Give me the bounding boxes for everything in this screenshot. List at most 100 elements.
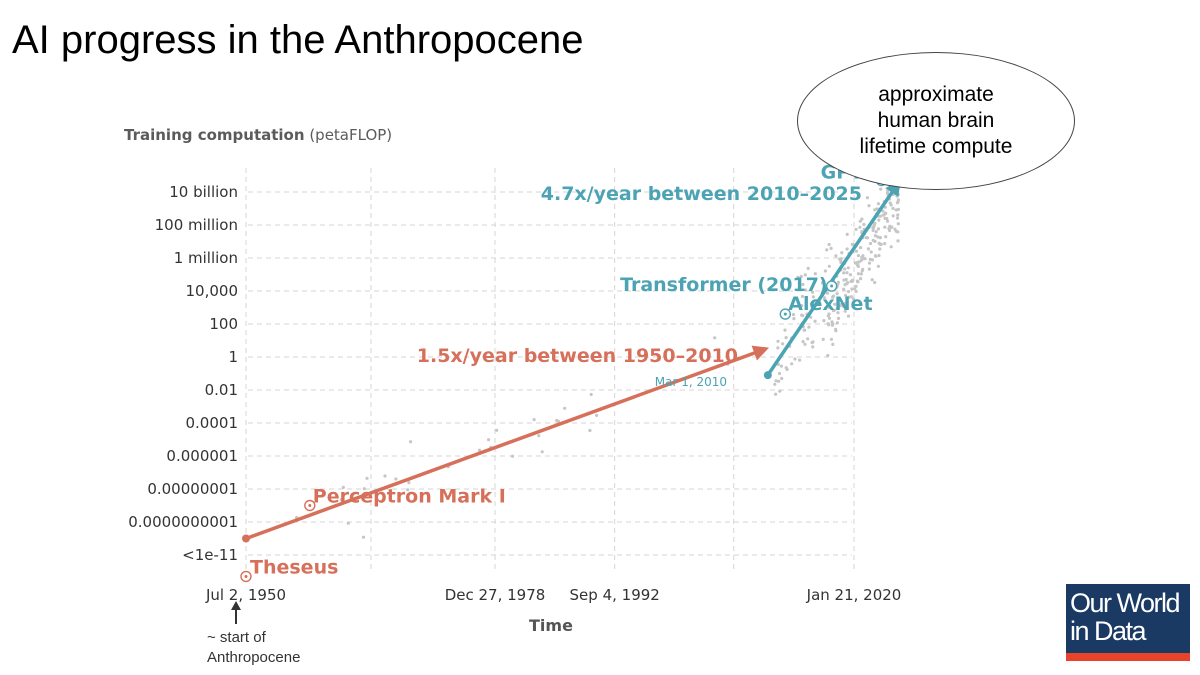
scatter-point <box>777 379 781 383</box>
scatter-point <box>890 225 894 229</box>
scatter-point <box>876 264 881 268</box>
scatter-point <box>834 254 838 258</box>
scatter-point <box>854 249 859 253</box>
scatter-point <box>873 208 877 212</box>
scatter-point <box>811 295 816 299</box>
scatter-point <box>346 521 350 525</box>
scatter-point <box>827 316 832 320</box>
y-tick-label: 0.01 <box>205 381 238 399</box>
scatter-point <box>361 535 366 539</box>
scatter-point <box>813 319 817 323</box>
scatter-point <box>895 216 900 220</box>
y-axis-label-unit: (petaFLOP) <box>309 126 393 144</box>
scatter-point <box>843 309 847 313</box>
scatter-point <box>776 339 780 343</box>
scatter-point <box>866 247 871 251</box>
model-label: AlexNet <box>788 293 872 315</box>
scatter-point <box>810 341 814 345</box>
owid-logo-line-1: Our World <box>1070 588 1181 618</box>
scatter-point <box>874 230 878 234</box>
scatter-point <box>827 264 831 268</box>
scatter-point <box>868 257 872 261</box>
scatter-point <box>791 313 796 317</box>
scatter-point <box>868 241 873 246</box>
scatter-point <box>851 297 856 301</box>
y-tick-label: 100 <box>209 315 238 333</box>
scatter-point <box>777 371 782 376</box>
owid-logo-line-2: in Data <box>1070 616 1147 646</box>
scatter-point <box>873 254 878 258</box>
scatter-point <box>896 222 900 226</box>
scatter-point <box>800 294 805 299</box>
scatter-point <box>846 266 850 270</box>
anthropocene-arrowhead <box>231 601 241 610</box>
scatter-point <box>825 291 830 295</box>
scatter-point <box>893 227 897 231</box>
model-marker-dot <box>783 312 787 316</box>
scatter-point <box>842 287 846 291</box>
scatter-point <box>806 337 810 341</box>
scatter-point <box>888 228 892 233</box>
bubble-line-1: approximate <box>878 83 994 106</box>
scatter-point <box>846 314 851 318</box>
scatter-point <box>856 272 861 276</box>
scatter-point <box>783 328 787 332</box>
scatter-point <box>836 316 841 320</box>
scatter-point <box>839 257 843 261</box>
scatter-point <box>878 214 882 218</box>
scatter-point <box>870 278 874 282</box>
scatter-point <box>838 304 843 308</box>
anthropocene-note-line-2: Anthropocene <box>207 649 301 666</box>
scatter-point <box>853 287 857 291</box>
scatter-point <box>896 192 900 196</box>
model-marker-dot <box>308 504 312 507</box>
scatter-point <box>881 209 885 213</box>
scatter-point <box>495 428 499 432</box>
y-axis-label: Training computation (petaFLOP) <box>124 126 392 144</box>
scatter-point <box>873 239 877 243</box>
scatter-point <box>891 214 895 218</box>
scatter-point <box>879 187 883 191</box>
scatter-point <box>855 262 860 267</box>
y-tick-label: 0.00000001 <box>147 480 238 498</box>
scatter-point <box>858 225 862 229</box>
y-tick-label: 0.000001 <box>166 447 238 465</box>
scatter-point <box>896 239 900 243</box>
scatter-point <box>869 250 873 254</box>
scatter-point <box>826 353 830 358</box>
scatter-point <box>856 254 861 258</box>
x-tick-label: Dec 27, 1978 <box>445 586 546 604</box>
scatter-point <box>785 367 789 372</box>
scatter-point <box>823 296 827 300</box>
scatter-point <box>822 319 826 323</box>
model-marker-dot <box>244 574 248 578</box>
scatter-point <box>835 292 839 296</box>
scatter-point <box>839 260 843 264</box>
scatter-point <box>845 232 849 236</box>
scatter-point <box>537 434 541 438</box>
scatter-point <box>873 221 877 225</box>
scatter-point <box>811 345 815 349</box>
scatter-point <box>829 337 834 341</box>
model-label: Transformer (2017) <box>620 274 828 296</box>
scatter-point <box>409 440 413 444</box>
scatter-point <box>873 234 878 238</box>
scatter-point <box>801 282 805 287</box>
scatter-point <box>859 277 863 281</box>
scatter-point <box>835 307 839 311</box>
scatter-point <box>883 216 887 220</box>
scatter-point <box>595 413 599 417</box>
scatter-point <box>778 389 782 393</box>
scatter-point <box>849 295 853 299</box>
scatter-point <box>858 219 862 223</box>
model-marker-dot <box>830 284 834 288</box>
y-tick-label: 0.0001 <box>186 414 239 432</box>
scatter-point <box>864 236 868 240</box>
scatter-point <box>803 288 808 292</box>
scatter-point <box>861 254 865 258</box>
scatter-point <box>884 211 888 215</box>
scatter-point <box>799 274 803 279</box>
scatter-point <box>798 358 802 362</box>
scatter-point <box>365 476 369 480</box>
scatter-point <box>829 246 833 250</box>
